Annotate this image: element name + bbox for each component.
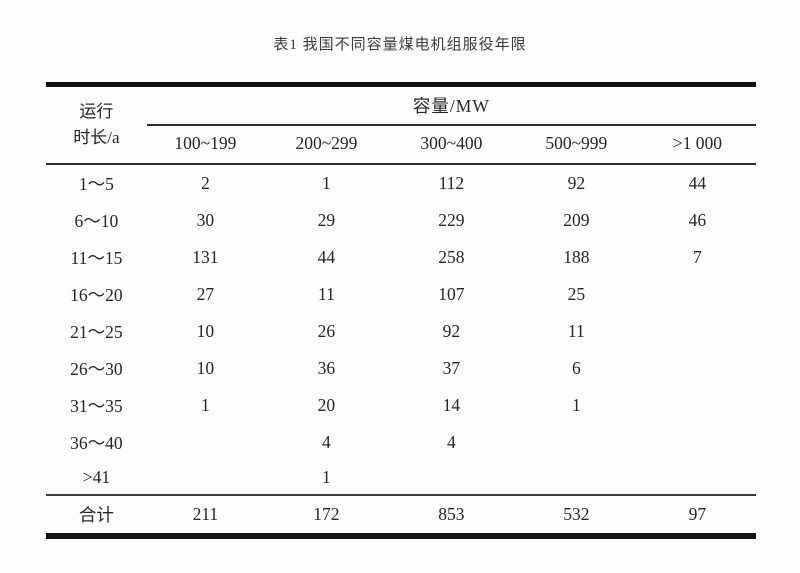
table-row: 1～5 2 1 112 92 44 — [46, 164, 756, 202]
row-label: 21～25 — [70, 322, 123, 342]
three-line-table: 运行 时长/a 容量/MW 100~199 200~299 300~400 50… — [46, 82, 756, 539]
capacity-header: 容量/MW — [146, 84, 756, 126]
table-cell — [639, 276, 756, 313]
row-label: 31～35 — [70, 396, 123, 416]
table-cell — [639, 461, 756, 495]
table-cell: 1 — [571, 395, 581, 415]
table-cell: 20 — [317, 395, 336, 415]
table-cell: 26 — [317, 321, 336, 341]
total-cell: 532 — [513, 494, 639, 536]
total-label: 合计 — [46, 494, 147, 536]
table-cell: 44 — [317, 247, 336, 267]
table-cell — [389, 461, 514, 495]
row-label: 16～20 — [70, 285, 123, 305]
table-cell: 107 — [438, 284, 465, 304]
table-cell: 6 — [571, 358, 581, 378]
table-cell: 25 — [567, 284, 586, 304]
table-row: 26～30 10 36 37 6 — [46, 350, 756, 387]
table-cell: 37 — [442, 358, 461, 378]
row-axis-header-line2: 时长/a — [73, 128, 120, 147]
table-cell: 11 — [567, 321, 585, 341]
table-caption: 表1 我国不同容量煤电机组服役年限 — [273, 37, 527, 53]
total-cell: 853 — [388, 494, 514, 536]
row-label: 6～10 — [74, 211, 119, 231]
table-cell: 4 — [322, 432, 331, 452]
table-cell: 229 — [438, 210, 465, 230]
column-header: >1 000 — [638, 125, 756, 165]
table-cell: 92 — [567, 173, 586, 193]
table-row: >41 1 — [46, 461, 756, 495]
table-cell: 4 — [447, 432, 456, 452]
table-cell: 10 — [196, 321, 215, 341]
row-label: 36～40 — [70, 433, 123, 453]
table-row: 11～15 131 44 258 188 7 — [46, 239, 756, 276]
table-cell: 1 — [322, 173, 331, 193]
table-cell: 36 — [317, 358, 336, 378]
table-cell: 188 — [563, 247, 590, 267]
table-footer: 合计 211 172 853 532 97 — [46, 494, 756, 536]
table-cell: 44 — [688, 173, 707, 193]
total-cell: 97 — [638, 494, 756, 536]
row-axis-header-line1: 运行 — [79, 101, 114, 121]
table-row: 31～35 1 20 14 1 — [46, 387, 756, 424]
table-cell: 1 — [322, 467, 331, 487]
table-header: 运行 时长/a 容量/MW 100~199 200~299 300~400 50… — [46, 84, 756, 165]
table-cell: 7 — [693, 247, 702, 267]
row-label: 1～5 — [78, 174, 114, 194]
table-cell — [639, 387, 756, 424]
table-cell: 131 — [192, 247, 219, 267]
row-label: 11～15 — [70, 248, 123, 268]
table-cell — [147, 424, 264, 461]
table-cell — [639, 424, 756, 461]
total-cell: 172 — [263, 494, 389, 536]
column-header: 100~199 — [146, 125, 264, 165]
total-row: 合计 211 172 853 532 97 — [46, 494, 756, 536]
table-cell — [514, 424, 639, 461]
table-cell: 46 — [688, 210, 707, 230]
table-body: 1～5 2 1 112 92 44 6～10 30 29 229 209 46 … — [46, 164, 756, 495]
table-cell — [514, 461, 639, 495]
table-cell: 10 — [196, 358, 215, 378]
table-cell: 14 — [442, 395, 461, 415]
row-label: >41 — [82, 467, 111, 487]
column-header: 500~999 — [513, 125, 639, 165]
service-years-table: 运行 时长/a 容量/MW 100~199 200~299 300~400 50… — [46, 82, 756, 539]
total-cell: 211 — [146, 494, 264, 536]
table-row: 6～10 30 29 229 209 46 — [46, 202, 756, 239]
table-cell — [639, 313, 756, 350]
table-cell — [639, 350, 756, 387]
table-cell: 30 — [196, 210, 215, 230]
table-cell: 112 — [438, 173, 465, 193]
table-cell: 209 — [563, 210, 590, 230]
table-cell: 27 — [196, 284, 215, 304]
table-row: 16～20 27 11 107 25 — [46, 276, 756, 313]
table-cell: 11 — [318, 284, 335, 304]
table-cell — [147, 461, 264, 495]
table-cell: 92 — [442, 321, 461, 341]
table-cell: 1 — [201, 395, 210, 415]
table-row: 21～25 10 26 92 11 — [46, 313, 756, 350]
row-label: 26～30 — [70, 359, 123, 379]
table-cell: 2 — [201, 173, 210, 193]
table-cell: 29 — [317, 210, 336, 230]
column-header: 200~299 — [263, 125, 389, 165]
row-axis-header: 运行 时长/a — [46, 84, 147, 165]
table-row: 36～40 4 4 — [46, 424, 756, 461]
column-header: 300~400 — [388, 125, 514, 165]
table-cell: 258 — [438, 247, 465, 267]
